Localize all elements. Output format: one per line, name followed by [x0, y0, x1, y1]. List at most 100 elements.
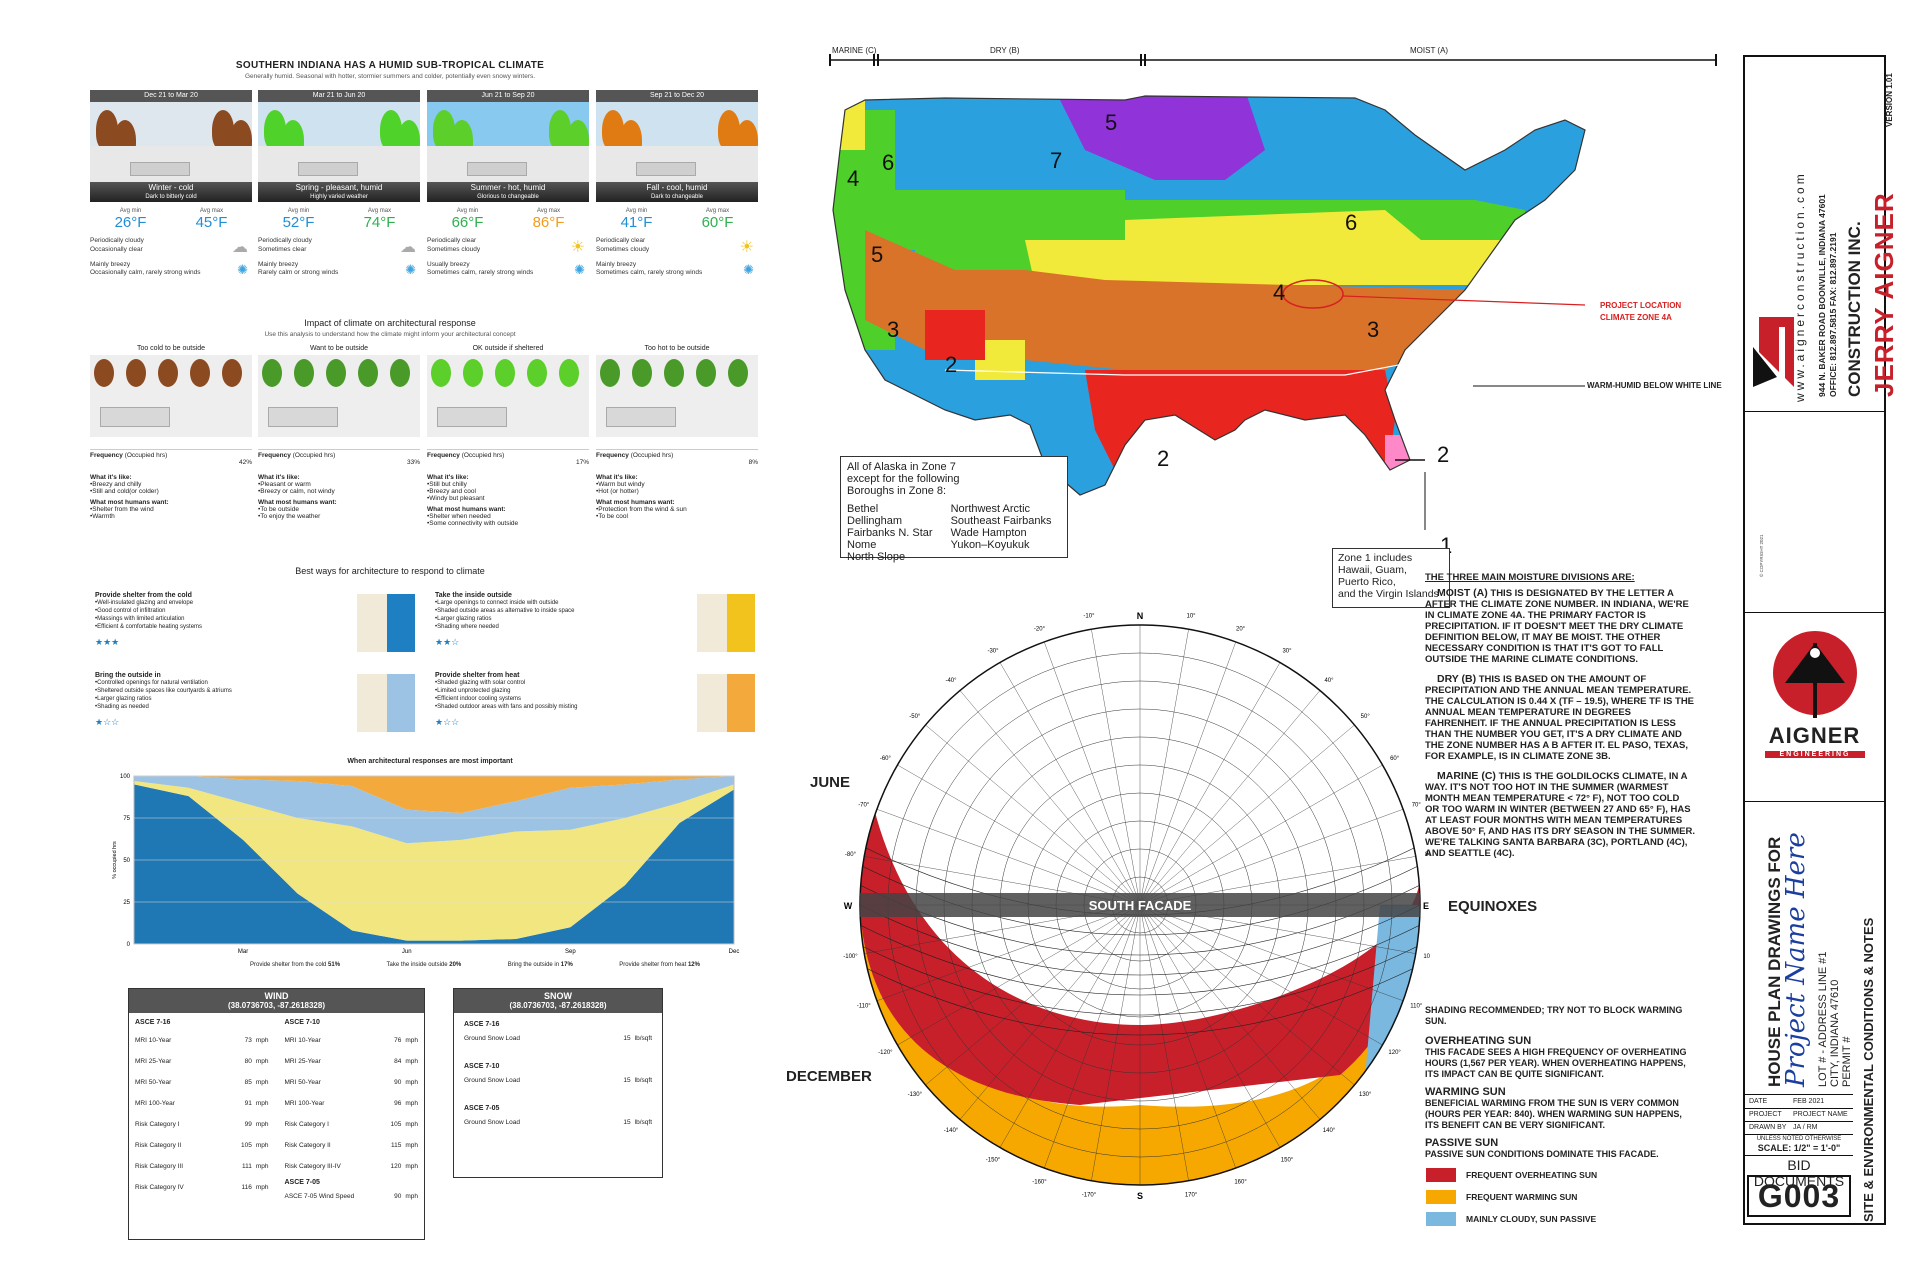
- azimuth-line: [999, 904, 1141, 1148]
- chart-title: When architectural responses are most im…: [347, 758, 513, 765]
- y-tick-label: 25: [123, 900, 130, 906]
- azimuth-line: [1139, 809, 1404, 906]
- table-row: MRI 100-Year 91 mph: [135, 1100, 269, 1107]
- response-illustration: [697, 594, 755, 652]
- equinoxes-label: EQUINOXES: [1448, 898, 1538, 915]
- y-tick-label: 50: [123, 858, 130, 864]
- borough-item: Yukon–Koyukuk: [950, 539, 1030, 551]
- marine-label: MARINE (C): [832, 46, 877, 55]
- azimuth-line: [1139, 690, 1321, 906]
- legend-swatch-warm: [1426, 1190, 1456, 1204]
- borough-item: North Slope: [847, 551, 906, 563]
- area-series-0: [134, 784, 734, 944]
- legend-label-passive: MAINLY CLOUDY, SUN PASSIVE: [1466, 1214, 1597, 1224]
- tree-icon: [602, 110, 624, 150]
- sheet-title: SITE & ENVIRONMENTAL CONDITIONS & NOTES: [1861, 917, 1876, 1222]
- azimuth-line: [1139, 764, 1383, 906]
- tree-icon: [94, 359, 114, 387]
- moisture-notes: THE THREE MAIN MOISTURE DIVISIONS ARE: M…: [1425, 572, 1696, 859]
- total-item: Provide shelter from the cold 51%: [250, 962, 341, 968]
- company-logo-icon: [1753, 317, 1794, 387]
- response-card: Provide shelter from heat •Shaded glazing…: [435, 672, 755, 742]
- azimuth-tick-label: -70°: [858, 802, 870, 808]
- season-sub: Dark to bitterly cold: [145, 194, 197, 200]
- zone-label: 6: [1345, 210, 1357, 235]
- season-name: Spring - pleasant, humid: [295, 183, 383, 192]
- cloud-sun-icon: ☁: [232, 239, 248, 256]
- cloud-sun-icon: ☁: [400, 239, 416, 256]
- impact-heading: Too cold to be outside: [136, 345, 206, 352]
- tree-icon: [549, 110, 571, 150]
- zone-label: 2: [945, 352, 957, 377]
- azimuth-tick-label: -150°: [986, 1158, 1001, 1164]
- borough-item: Wade Hampton: [950, 527, 1027, 539]
- azimuth-tick-label: 170°: [1185, 1193, 1198, 1199]
- azimuth-line: [959, 690, 1141, 906]
- sun-path-line: [860, 904, 1420, 976]
- azimuth-line: [959, 904, 1141, 1120]
- azimuth-tick-label: -80°: [845, 852, 857, 858]
- total-item: Bring the outside in 17%: [507, 962, 573, 968]
- azimuth-tick-label: 130°: [1359, 1092, 1372, 1098]
- table-row: ASCE 7-05 Wind Speed 90 mph: [284, 1193, 419, 1200]
- impact-illustration: [90, 355, 252, 437]
- impact-card: Too hot to be outside Frequency (Occupied…: [596, 345, 758, 520]
- azimuth-line: [1139, 904, 1236, 1169]
- azimuth-line: [1044, 641, 1141, 906]
- azimuth-tick-label: 30°: [1282, 648, 1292, 654]
- response-illustration: [697, 674, 755, 732]
- azimuth-line: [1044, 904, 1141, 1169]
- azimuth-tick-label: -20°: [1034, 627, 1046, 633]
- impact-title: Impact of climate on architectural respo…: [304, 318, 476, 328]
- alaska-note: All of Alaska in Zone 7 except for the f…: [840, 456, 1068, 563]
- season-dates: Sep 21 to Dec 20: [596, 90, 758, 102]
- azimuth-tick-label: 110°: [1410, 1004, 1423, 1010]
- rating-stars: ★★☆: [435, 637, 460, 647]
- season-illustration: Spring - pleasant, humid Highly varied we…: [258, 102, 420, 202]
- response-title: Take the inside outside: [435, 592, 512, 599]
- frequency-pct: 33%: [406, 459, 420, 466]
- company-block: JERRY AIGNER CONSTRUCTION INC. 944 N. BA…: [1745, 57, 1899, 412]
- tree-icon: [358, 359, 378, 387]
- y-axis-label: % occupied hrs: [112, 841, 118, 879]
- x-tick-label: Mar: [238, 949, 248, 955]
- azimuth-tick-label: -10°: [1083, 613, 1095, 619]
- y-tick-label: 100: [120, 774, 131, 780]
- company-web: www.aignerconstruction.com: [1793, 171, 1807, 402]
- season-illustration: Fall - cool, humid Dark to changeable: [596, 102, 758, 202]
- tree-icon: [600, 359, 620, 387]
- table-row: MRI 10-Year 73 mph: [135, 1037, 269, 1044]
- sun-path-line: [860, 964, 1420, 1036]
- table-row: Risk Category III-IV 120 mph: [284, 1163, 419, 1170]
- x-tick-label: Dec: [729, 949, 740, 955]
- wind-table: WIND (38.0736703, -87.2618328) ASCE 7-16 …: [128, 988, 425, 1240]
- legend-label-over: FREQUENT OVERHEATING SUN: [1466, 1170, 1598, 1180]
- permit: PERMIT #: [1841, 1036, 1853, 1087]
- season-sub: Dark to changeable: [650, 194, 704, 200]
- table-row: MRI 25-Year 80 mph: [135, 1058, 269, 1065]
- temp-max: 86°F: [532, 214, 565, 231]
- climate-subtitle: Generally humid. Seasonal with hotter, s…: [244, 73, 536, 80]
- azimuth-line: [897, 904, 1141, 1046]
- city: CITY, INDIANA 47610: [1829, 979, 1841, 1087]
- wind-col-asce716: ASCE 7-16 MRI 10-Year 73 mph MRI 25-Year 80 m…: [135, 1019, 277, 1207]
- zone-label: 7: [1050, 148, 1062, 173]
- season-card: Sep 21 to Dec 20 Fall - cool, humid Dark t…: [596, 90, 758, 278]
- rating-stars: ★☆☆: [435, 717, 460, 727]
- impact-illustration: [258, 355, 420, 437]
- engineering-name: AIGNER: [1768, 723, 1861, 748]
- warming-region: [860, 905, 1420, 1185]
- table-row: Ground Snow Load 15 lb/sqft: [464, 1035, 652, 1042]
- temp-min: 66°F: [451, 214, 484, 231]
- azimuth-tick-label: 60°: [1390, 756, 1400, 762]
- response-card: Bring the outside in •Controlled openings…: [95, 672, 415, 742]
- borough-item: Southeast Fairbanks: [950, 515, 1052, 527]
- wind-col-asce710: ASCE 7-10 MRI 10-Year 76 mph MRI 25-Year 84 m…: [277, 1019, 419, 1207]
- tree-icon: [390, 359, 410, 387]
- warm-humid-label: WARM-HUMID BELOW WHITE LINE: [1587, 381, 1722, 390]
- azimuth-tick-label: -170°: [1082, 1193, 1097, 1199]
- zone-label: 4: [1273, 280, 1285, 305]
- sun-path-line: [860, 884, 1420, 956]
- tree-icon: [264, 110, 286, 150]
- zone-label: 3: [887, 317, 899, 342]
